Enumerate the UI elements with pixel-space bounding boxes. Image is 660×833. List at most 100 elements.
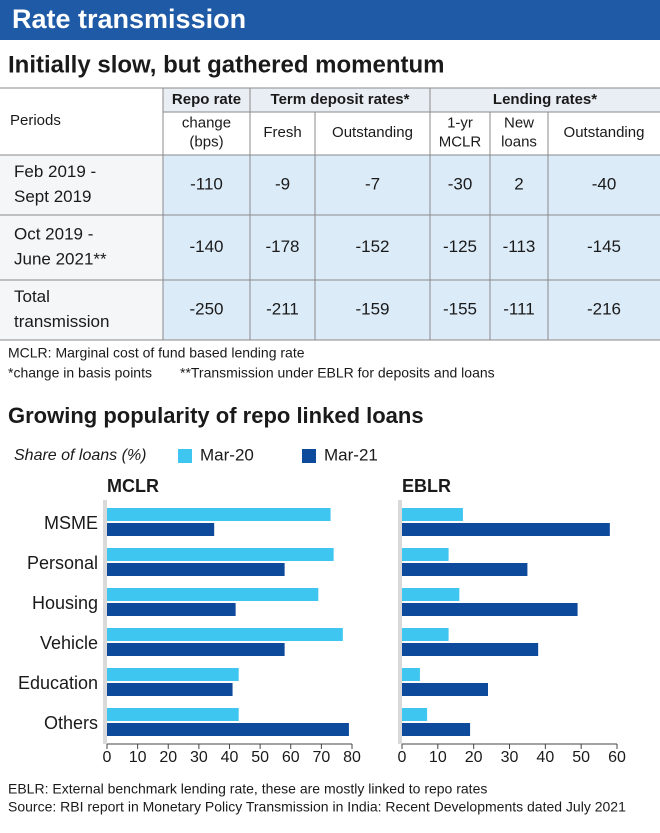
header-band <box>163 88 660 112</box>
legend-label: Mar-20 <box>200 445 254 464</box>
bar <box>402 683 488 696</box>
bar <box>107 508 331 521</box>
period-cell <box>0 155 163 215</box>
bar <box>107 548 334 561</box>
category-label: Others <box>44 713 98 733</box>
note: **Transmission under EBLR for deposits a… <box>180 365 495 381</box>
note: MCLR: Marginal cost of fund based lendin… <box>8 345 305 361</box>
x-tick-label: 20 <box>465 749 483 766</box>
bar <box>107 668 239 681</box>
column-header: change <box>182 114 231 131</box>
bar <box>107 523 215 536</box>
category-label: Personal <box>27 553 98 573</box>
column-header: New <box>504 114 534 131</box>
bar <box>107 563 285 576</box>
table-value: -30 <box>448 174 473 193</box>
x-tick-label: 0 <box>398 749 407 766</box>
bar <box>402 508 463 521</box>
group-header: Term deposit rates* <box>271 91 410 108</box>
value-band <box>163 280 660 340</box>
legend-swatch <box>302 449 316 463</box>
period-label: Sept 2019 <box>14 187 92 206</box>
x-tick-label: 10 <box>129 749 147 766</box>
period-label: transmission <box>14 312 109 331</box>
value-band <box>163 155 660 215</box>
table-value: -9 <box>275 174 290 193</box>
bar <box>402 668 420 681</box>
x-tick-label: 0 <box>103 749 112 766</box>
bar <box>107 588 319 601</box>
bar <box>107 628 343 641</box>
column-header: 1-yr <box>447 114 473 131</box>
x-tick-label: 30 <box>501 749 519 766</box>
period-cell <box>0 215 163 280</box>
column-header: Outstanding <box>564 124 645 141</box>
x-tick-label: 40 <box>221 749 239 766</box>
table-value: -145 <box>587 237 621 256</box>
panel-axis <box>103 500 107 744</box>
bar <box>107 723 349 736</box>
title: Rate transmission <box>12 4 246 34</box>
category-label: Vehicle <box>40 633 98 653</box>
period-label: Feb 2019 - <box>14 162 96 181</box>
table-value: -110 <box>190 174 223 193</box>
bar <box>402 708 428 721</box>
category-label: Housing <box>32 593 98 613</box>
table-value: -111 <box>503 299 535 318</box>
x-tick-label: 20 <box>159 749 177 766</box>
bar <box>107 683 233 696</box>
x-tick-label: 60 <box>608 749 626 766</box>
period-label: Oct 2019 - <box>14 224 93 243</box>
table-value: -159 <box>355 299 389 318</box>
period-label: June 2021** <box>14 249 107 268</box>
period-label: Total <box>14 287 50 306</box>
legend-title: Share of loans (%) <box>14 447 147 464</box>
bar <box>402 628 449 641</box>
panel-title: EBLR <box>402 476 451 496</box>
table-value: -250 <box>189 299 223 318</box>
panel-axis <box>398 500 402 744</box>
bar <box>107 708 239 721</box>
x-tick-label: 80 <box>343 749 361 766</box>
bar <box>402 588 460 601</box>
group-header: Lending rates* <box>493 91 597 108</box>
table-value: -216 <box>587 299 621 318</box>
table-value: -155 <box>443 299 477 318</box>
value-band <box>163 215 660 280</box>
x-tick-label: 10 <box>429 749 447 766</box>
table-value: -113 <box>503 237 536 256</box>
column-header: MCLR <box>439 133 482 150</box>
column-header: Periods <box>10 112 61 129</box>
table-value: -211 <box>266 299 299 318</box>
table-value: -125 <box>443 237 477 256</box>
table-value: -152 <box>355 237 389 256</box>
x-tick-label: 60 <box>282 749 300 766</box>
subtitle: Initially slow, but gathered momentum <box>8 51 445 78</box>
bar <box>402 603 578 616</box>
column-header: loans <box>501 133 537 150</box>
group-header: Repo rate <box>172 91 241 108</box>
bar <box>402 548 449 561</box>
x-tick-label: 40 <box>536 749 554 766</box>
x-tick-label: 70 <box>312 749 330 766</box>
column-header: (bps) <box>189 133 223 150</box>
bar <box>107 643 285 656</box>
bar <box>402 723 471 736</box>
category-label: Education <box>18 673 98 693</box>
table-value: -40 <box>592 174 617 193</box>
x-tick-label: 30 <box>190 749 208 766</box>
column-header: Outstanding <box>332 124 413 141</box>
table-value: -7 <box>365 174 380 193</box>
footer-note: EBLR: External benchmark lending rate, t… <box>8 781 487 797</box>
footer-note: Source: RBI report in Monetary Policy Tr… <box>8 799 626 815</box>
legend-label: Mar-21 <box>324 445 378 464</box>
title-bar <box>0 0 660 40</box>
table-value: 2 <box>514 174 523 193</box>
bar <box>402 643 539 656</box>
note: *change in basis points <box>8 365 152 381</box>
table-value: -178 <box>265 237 299 256</box>
bar <box>107 603 236 616</box>
x-tick-label: 50 <box>251 749 269 766</box>
legend-swatch <box>178 449 192 463</box>
